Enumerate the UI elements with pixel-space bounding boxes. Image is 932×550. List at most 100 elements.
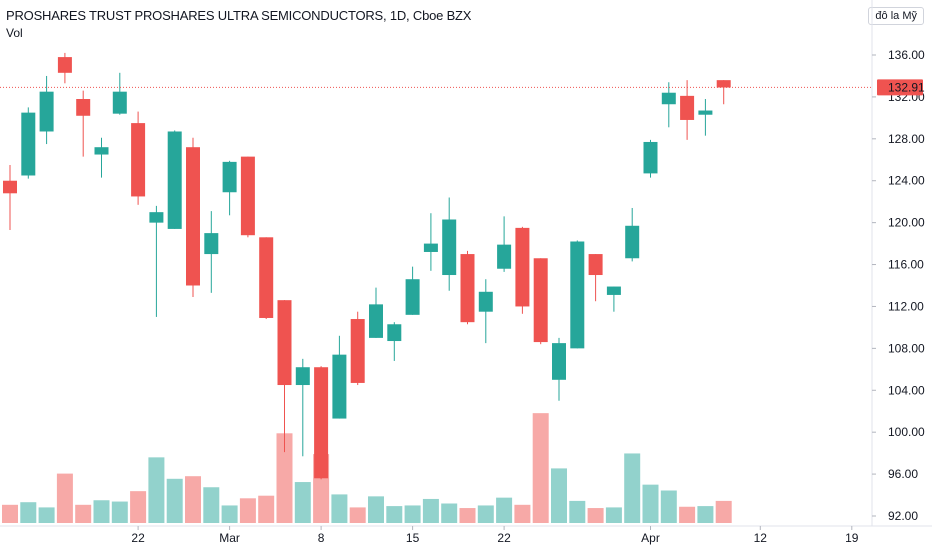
candle-body <box>515 227 530 307</box>
volume-bar <box>624 453 641 523</box>
candle-body <box>39 91 54 132</box>
chart-title: PROSHARES TRUST PROSHARES ULTRA SEMICOND… <box>6 8 472 23</box>
volume-bar <box>166 478 183 523</box>
y-tick-label: 104.00 <box>888 383 925 397</box>
x-tick-label: 22 <box>131 531 145 545</box>
volume-bar <box>422 498 439 523</box>
candle-body <box>222 161 237 193</box>
volume-bar <box>276 433 293 523</box>
volume-bar <box>477 505 494 523</box>
volume-bar <box>386 506 403 523</box>
y-tick-label: 112.00 <box>888 299 924 313</box>
candle-body <box>680 95 695 120</box>
y-tick-label: 96.00 <box>888 467 918 481</box>
candle-body <box>588 254 603 276</box>
volume-bar <box>715 500 732 523</box>
volume-bar <box>660 490 677 523</box>
volume-bar <box>185 476 201 523</box>
y-tick-label: 100.00 <box>888 425 925 439</box>
volume-bar <box>2 504 18 523</box>
volume-bar <box>331 494 348 523</box>
volume-bar <box>221 505 238 523</box>
volume-bar <box>459 508 476 523</box>
candle-body <box>387 324 402 342</box>
last-price-label: 132.91 <box>888 80 925 94</box>
volume-bar <box>679 506 696 523</box>
x-tick-label: Apr <box>641 531 660 545</box>
volume-bar <box>38 507 55 523</box>
volume-bar <box>532 413 549 523</box>
candle-body <box>332 354 347 419</box>
volume-bar <box>258 495 275 523</box>
volume-bar <box>404 505 421 523</box>
candle-body <box>625 225 640 259</box>
y-tick-label: 128.00 <box>888 132 925 146</box>
x-tick-label: 15 <box>406 531 420 545</box>
candle-body <box>295 367 310 386</box>
currency-button[interactable]: đô la Mỹ <box>868 7 924 25</box>
candle-body <box>314 367 329 479</box>
volume-bar <box>441 503 458 523</box>
candle-body <box>204 233 219 255</box>
volume-bar <box>20 502 37 523</box>
candle-body <box>76 99 91 116</box>
candle-body <box>552 343 566 380</box>
y-tick-label: 116.00 <box>888 258 924 272</box>
volume-bar <box>111 501 128 523</box>
candle-body <box>423 243 438 252</box>
volume-bar <box>368 496 384 523</box>
volume-label: Vol <box>6 26 23 40</box>
x-tick-label: 22 <box>497 531 511 545</box>
candle-body <box>350 319 365 383</box>
x-tick-label: 8 <box>318 531 325 545</box>
candle-body <box>112 91 127 114</box>
volume-bar <box>514 504 531 523</box>
candle-body <box>405 279 420 315</box>
volume-bar <box>239 498 256 523</box>
candle-body <box>3 180 17 194</box>
volume-bar <box>203 487 220 523</box>
volume-bar <box>148 457 165 523</box>
volume-bar <box>642 484 659 523</box>
volume-bar <box>551 468 567 523</box>
volume-bar <box>697 506 714 523</box>
candle-body <box>716 80 731 88</box>
candle-body <box>606 286 621 295</box>
last-price-badge <box>877 79 923 96</box>
candle-body <box>478 291 493 312</box>
candle-body <box>277 300 292 386</box>
candle-body <box>167 131 182 229</box>
candle-body <box>21 112 36 176</box>
candle-body <box>131 123 146 197</box>
volume-bar <box>496 497 513 523</box>
volume-bar <box>130 491 147 523</box>
candle-body <box>497 244 512 269</box>
x-tick-label: 12 <box>754 531 768 545</box>
y-tick-label: 108.00 <box>888 341 925 355</box>
volume-bar <box>605 507 622 523</box>
candle-body <box>369 304 383 338</box>
candle-body <box>533 258 548 343</box>
candle-body <box>661 92 676 105</box>
y-tick-label: 120.00 <box>888 216 925 230</box>
candle-body <box>149 212 164 223</box>
volume-bar <box>349 507 366 523</box>
volume-bar <box>294 482 311 523</box>
candle-body <box>94 147 109 155</box>
volume-bar <box>75 504 92 523</box>
volume-bar <box>587 508 604 523</box>
x-tick-label: Mar <box>219 531 240 545</box>
candle-body <box>259 237 274 318</box>
volume-bar <box>93 500 110 523</box>
candle-body <box>186 147 200 286</box>
candle-body <box>57 57 72 73</box>
x-tick-label: 19 <box>845 531 859 545</box>
candle-body <box>460 254 475 323</box>
candle-body <box>643 141 658 174</box>
candle-body <box>442 219 457 276</box>
y-tick-label: 124.00 <box>888 174 925 188</box>
candle-body <box>570 241 585 349</box>
candle-body <box>240 156 255 236</box>
